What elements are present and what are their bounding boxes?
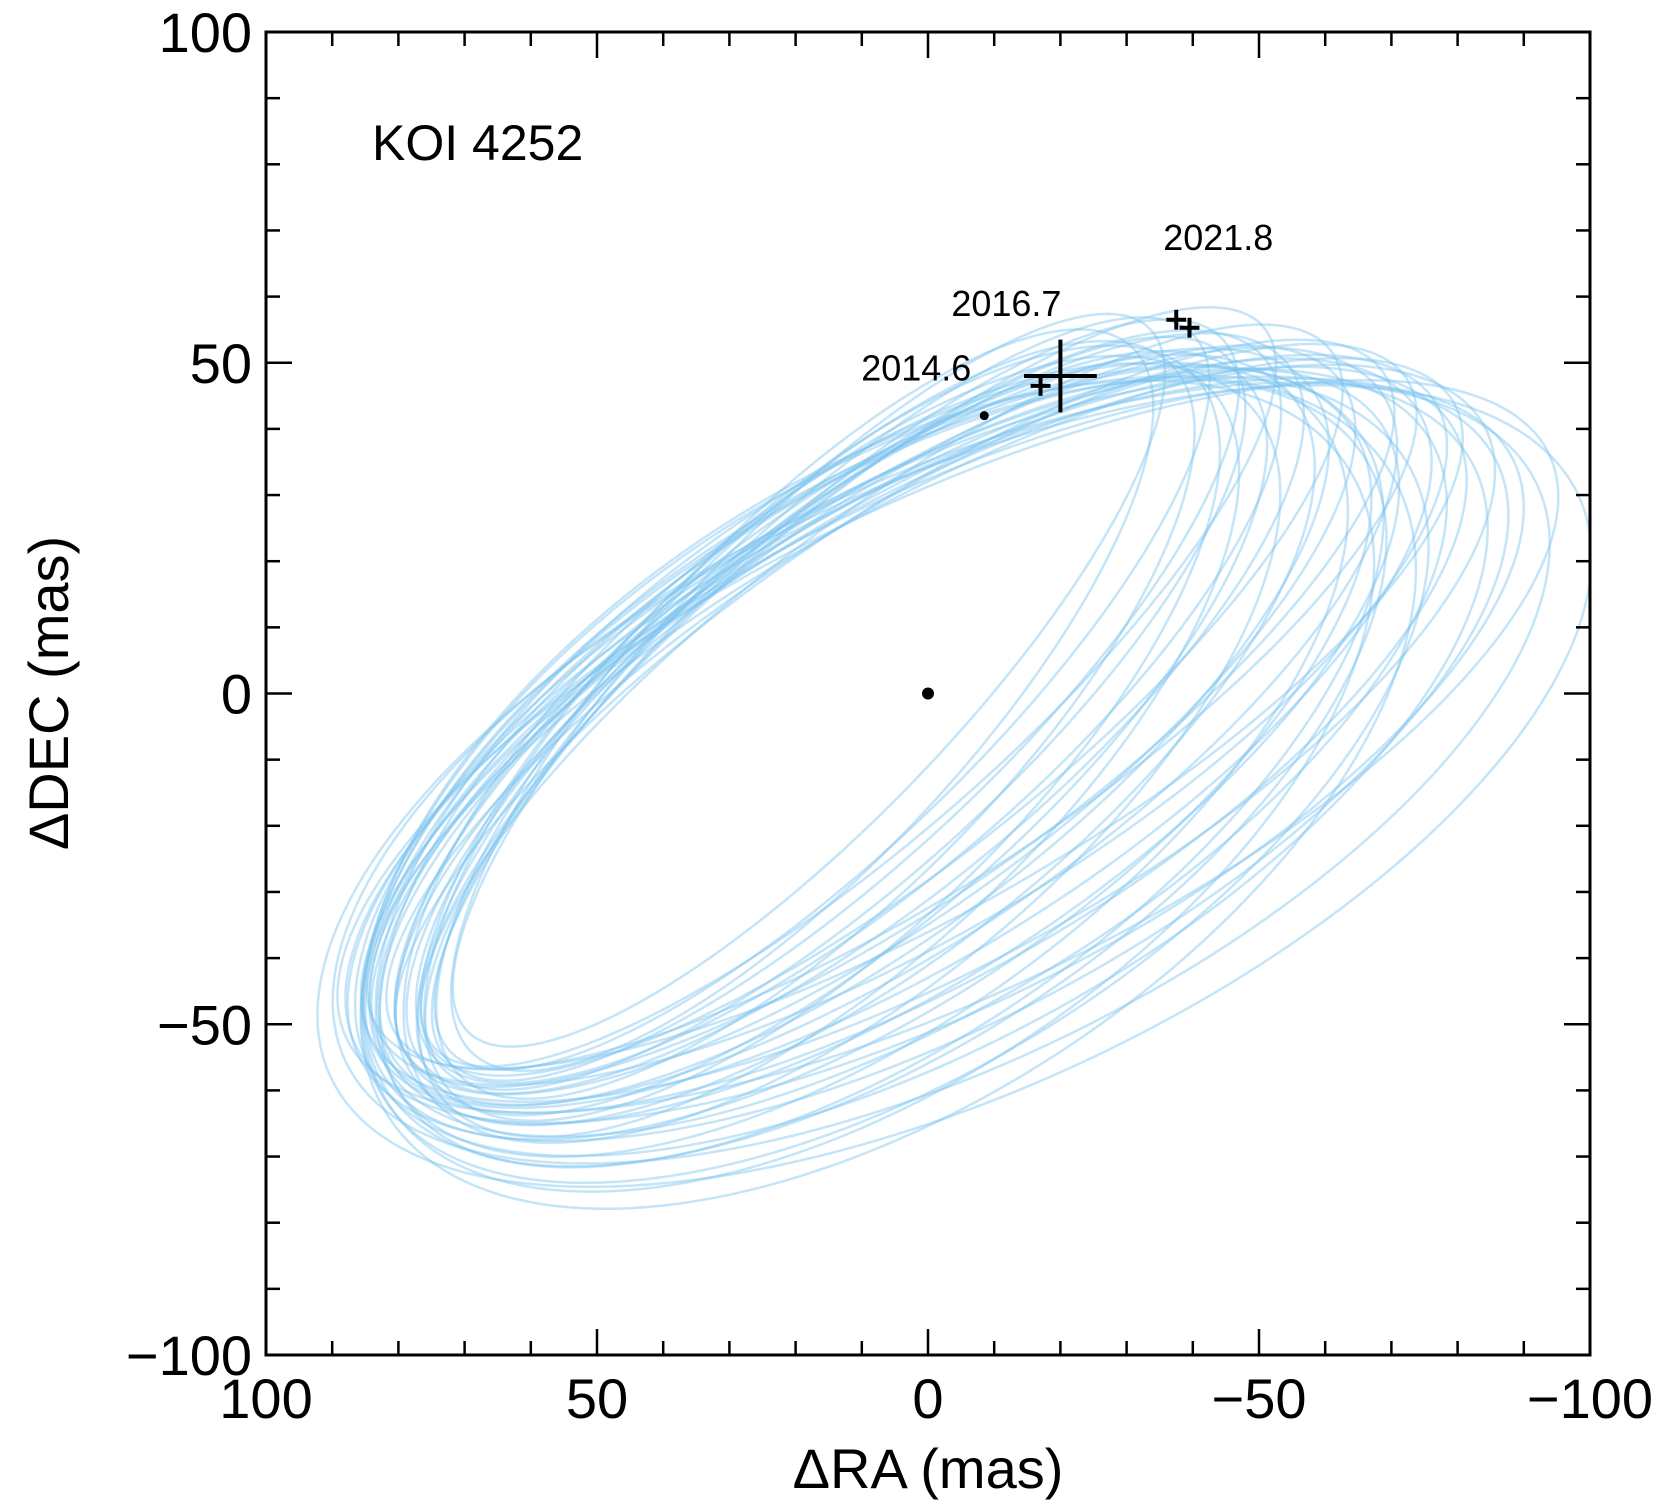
orbit-track [433, 316, 1211, 1071]
orbit-tracks [316, 306, 1590, 1211]
y-tick-label: 50 [190, 332, 252, 395]
orbit-track [385, 342, 1418, 1071]
epoch-label: 2014.6 [861, 348, 971, 389]
orbit-track [344, 381, 1526, 1125]
x-axis-title: ΔRA (mas) [793, 1437, 1064, 1500]
x-tick-label: 0 [912, 1367, 943, 1430]
y-tick-label: −100 [126, 1324, 252, 1387]
epoch-label: 2021.8 [1163, 217, 1273, 258]
orbit-track [402, 362, 1282, 1145]
x-tick-label: −50 [1212, 1367, 1307, 1430]
orbit-track [393, 344, 1357, 1096]
orbit-track [430, 318, 1241, 1082]
y-tick-label: −50 [157, 993, 252, 1056]
y-tick-label: 0 [221, 663, 252, 726]
orbit-track [419, 306, 1278, 1068]
orbit-track [394, 353, 1317, 1127]
y-tick-label: 100 [159, 1, 252, 64]
orbit-track [346, 377, 1510, 1143]
orbit-track [414, 329, 1283, 1085]
orbit-track [423, 344, 1222, 1123]
orbit-track [393, 347, 1331, 1107]
orbit-track [449, 328, 1155, 1073]
orbit-track [365, 356, 1464, 1070]
orbit-track [370, 357, 1433, 1110]
orbit-track [394, 338, 1396, 1089]
orbit-track [364, 365, 1373, 1141]
orbit-track [451, 312, 1167, 1048]
orbit-track [316, 384, 1590, 1189]
orbit-track [378, 346, 1399, 1107]
orbit-track [359, 363, 1497, 1103]
orbit-track [336, 378, 1560, 1114]
orbit-track [376, 367, 1401, 1126]
orbit-track [405, 332, 1306, 1095]
y-axis-title: ΔDEC (mas) [17, 536, 80, 850]
x-tick-label: 100 [219, 1367, 312, 1430]
orbit-track [368, 368, 1449, 1138]
orbit-track [368, 353, 1449, 1087]
x-tick-label: 50 [566, 1367, 628, 1430]
orbit-track [415, 349, 1269, 1117]
orbit-track [359, 375, 1418, 1211]
orbit-track [374, 361, 1350, 1158]
orbit-track [435, 339, 1196, 1101]
orbit-track [362, 378, 1388, 1168]
orbit-track [424, 335, 1247, 1092]
observation-point [979, 411, 989, 421]
orbit-track [417, 354, 1241, 1139]
orbit-track [331, 381, 1552, 1165]
observation-markers: 2014.6 2016.7 2021.8 [861, 217, 1273, 700]
primary-star-dot [922, 687, 934, 700]
orbit-track [419, 323, 1344, 1077]
plot-frame [264, 30, 1592, 1357]
orbit-track [360, 374, 1430, 1185]
tick-labels: 100 50 0 −50 −100 −100 −50 0 50 100 [126, 1, 1653, 1430]
orbit-track [353, 375, 1489, 1158]
epoch-label: 2016.7 [951, 283, 1061, 324]
orbit-track [378, 363, 1385, 1169]
chart-title: KOI 4252 [372, 115, 583, 171]
orbit-track [361, 365, 1468, 1115]
x-tick-label: −100 [1527, 1367, 1653, 1430]
orbit-track [361, 379, 1376, 1193]
